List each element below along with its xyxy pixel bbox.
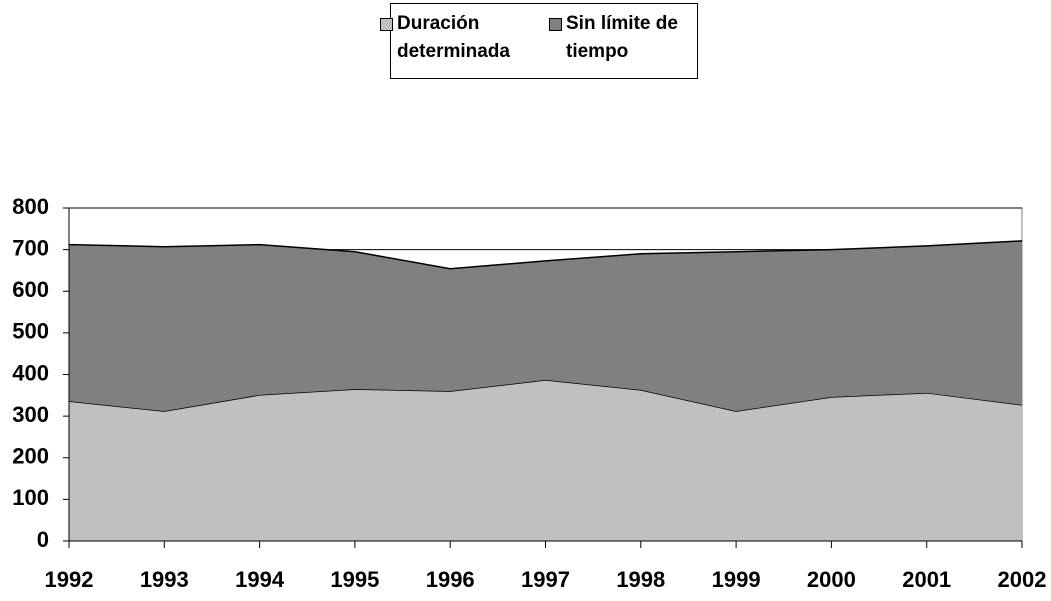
x-tick-label: 1993: [140, 567, 189, 592]
legend-label: Duración determinada: [397, 13, 510, 62]
y-tick-label: 300: [12, 402, 49, 427]
y-tick-label: 800: [12, 194, 49, 219]
x-tick-label: 2000: [807, 567, 856, 592]
legend-entry: Duración determinada: [380, 10, 539, 78]
y-tick-label: 700: [12, 235, 49, 260]
area: [69, 240, 1022, 412]
legend-label: Sin límite de tiempo: [566, 13, 678, 62]
legend: Duración determinada Sin límite de tiempo: [380, 3, 698, 79]
y-tick-label: 100: [12, 485, 49, 510]
legend-swatch: [549, 18, 562, 31]
x-tick-label: 2002: [998, 567, 1047, 592]
x-tick-label: 2001: [902, 567, 951, 592]
x-tick-label: 1995: [330, 567, 379, 592]
y-tick-label: 600: [12, 277, 49, 302]
x-tick-label: 1997: [521, 567, 570, 592]
x-tick-label: 1996: [426, 567, 475, 592]
x-tick-label: 1998: [616, 567, 665, 592]
legend-entry: Sin límite de tiempo: [549, 10, 708, 78]
area: [69, 379, 1022, 541]
legend-swatch: [380, 18, 393, 31]
y-tick-label: 400: [12, 360, 49, 385]
area-outline: [68, 240, 1023, 270]
x-tick-label: 1994: [235, 567, 285, 592]
y-tick-label: 0: [37, 527, 49, 552]
x-tick-label: 1999: [712, 567, 761, 592]
x-tick-label: 1992: [45, 567, 94, 592]
y-tick-label: 500: [12, 319, 49, 344]
y-tick-label: 200: [12, 444, 49, 469]
